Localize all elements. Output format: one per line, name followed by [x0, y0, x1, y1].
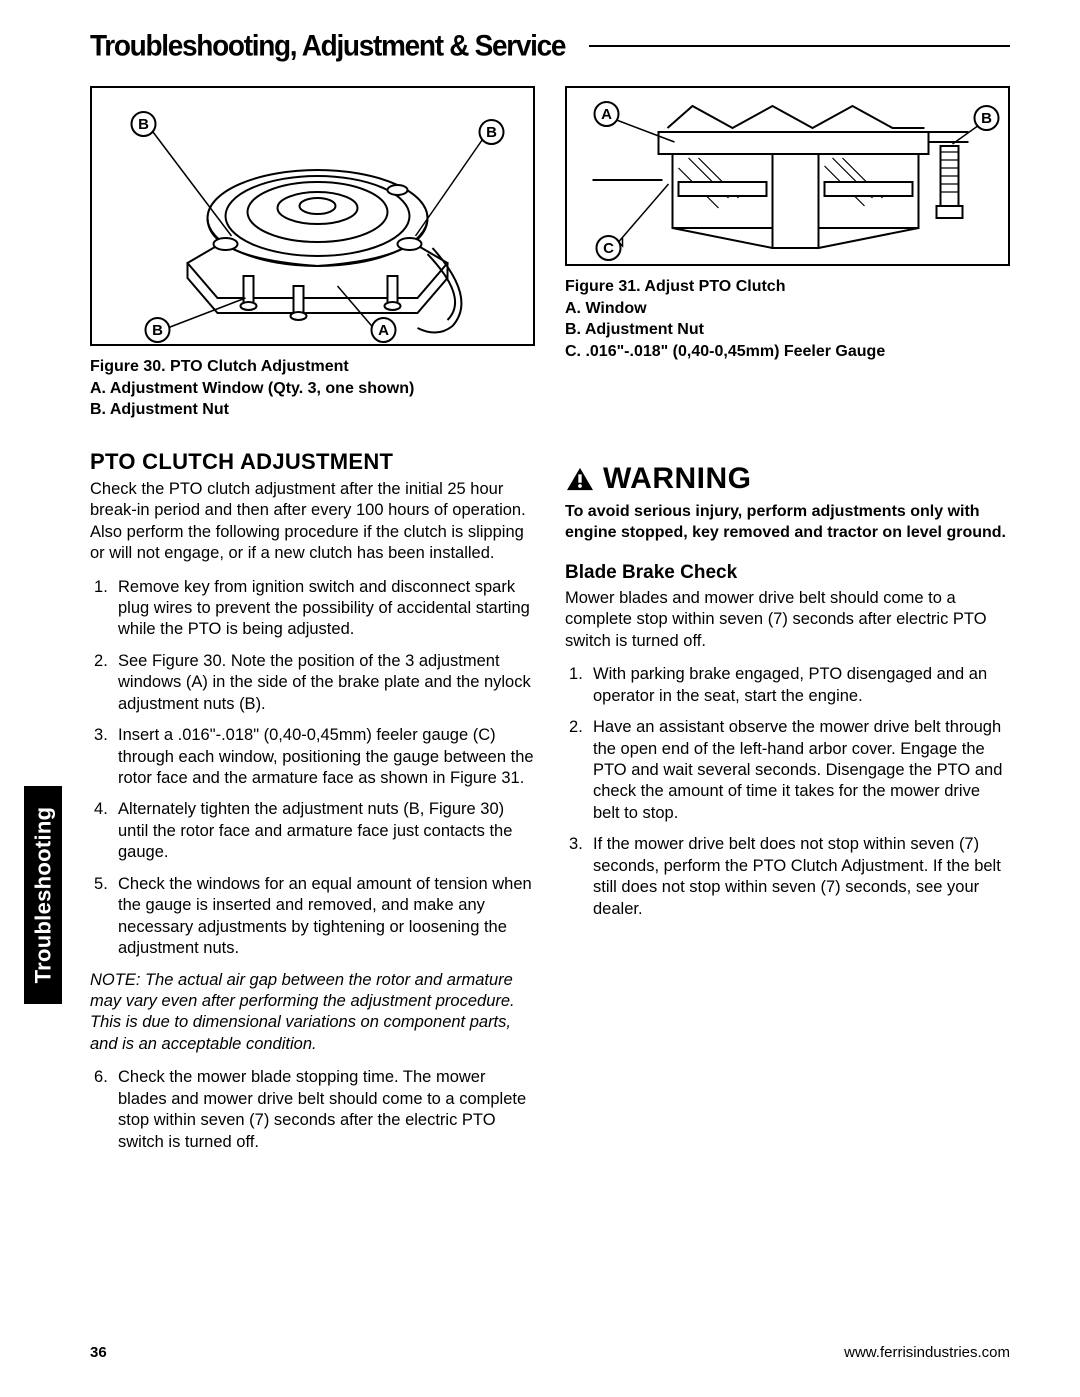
side-tab: Troubleshooting — [24, 786, 62, 1004]
blade-brake-steps: With parking brake engaged, PTO disengag… — [565, 664, 1010, 920]
step-2: See Figure 30. Note the position of the … — [94, 651, 535, 715]
figure-31-box: A B C — [565, 86, 1010, 266]
warning-icon — [565, 466, 595, 492]
two-column-layout: B B B A Figure 30. PTO Clutch Adjustment… — [50, 86, 1010, 1163]
fig30-a: A. Adjustment Window (Qty. 3, one shown) — [90, 378, 535, 400]
svg-text:A: A — [601, 106, 612, 123]
pto-clutch-heading: PTO CLUTCH ADJUSTMENT — [90, 449, 535, 475]
fig30-title: Figure 30. PTO Clutch Adjustment — [90, 356, 535, 378]
figure-30-diagram: B B B A — [92, 88, 533, 344]
figure-30-caption: Figure 30. PTO Clutch Adjustment A. Adju… — [90, 356, 535, 421]
fig31-a: A. Window — [565, 298, 1010, 320]
blade-brake-heading: Blade Brake Check — [565, 562, 1010, 584]
fig31-title: Figure 31. Adjust PTO Clutch — [565, 276, 1010, 298]
page-header: Troubleshooting, Adjustment & Service — [50, 30, 1010, 62]
figure-31-diagram: A B C — [567, 88, 1008, 264]
fig30-b: B. Adjustment Nut — [90, 399, 535, 421]
footer-url: www.ferrisindustries.com — [844, 1344, 1010, 1361]
step-4: Alternately tighten the adjustment nuts … — [94, 799, 535, 863]
fig31-b: B. Adjustment Nut — [565, 319, 1010, 341]
bb-step-3: If the mower drive belt does not stop wi… — [569, 834, 1010, 920]
svg-text:A: A — [378, 322, 389, 339]
step-3: Insert a .016"-.018" (0,40-0,45mm) feele… — [94, 725, 535, 789]
figure-30-box: B B B A — [90, 86, 535, 346]
warning-label: WARNING — [603, 462, 752, 496]
svg-text:B: B — [486, 124, 497, 141]
step-6: Check the mower blade stopping time. The… — [94, 1067, 535, 1153]
header-rule — [589, 45, 1010, 47]
warning-body: To avoid serious injury, perform adjustm… — [565, 502, 1010, 544]
blade-brake-intro: Mower blades and mower drive belt should… — [565, 588, 1010, 652]
pto-steps: Remove key from ignition switch and disc… — [90, 577, 535, 960]
figure-31-caption: Figure 31. Adjust PTO Clutch A. Window B… — [565, 276, 1010, 362]
right-column: A B C Figure 31. Adjust PTO Clutch A. Wi… — [565, 86, 1010, 1163]
bb-step-2: Have an assistant observe the mower driv… — [569, 717, 1010, 824]
svg-text:B: B — [981, 110, 992, 127]
header-title: Troubleshooting, Adjustment & Service — [90, 29, 565, 63]
step-5: Check the windows for an equal amount of… — [94, 874, 535, 960]
left-column: B B B A Figure 30. PTO Clutch Adjustment… — [90, 86, 535, 1163]
step-1: Remove key from ignition switch and disc… — [94, 577, 535, 641]
bb-step-1: With parking brake engaged, PTO disengag… — [569, 664, 1010, 707]
fig31-c: C. .016"-.018" (0,40-0,45mm) Feeler Gaug… — [565, 341, 1010, 363]
pto-steps-cont: Check the mower blade stopping time. The… — [90, 1067, 535, 1153]
svg-text:C: C — [603, 240, 614, 257]
svg-text:B: B — [138, 116, 149, 133]
pto-intro: Check the PTO clutch adjustment after th… — [90, 479, 535, 565]
warning-heading: WARNING — [565, 462, 1010, 496]
pto-note: NOTE: The actual air gap between the rot… — [90, 970, 535, 1056]
page: Troubleshooting, Adjustment & Service — [0, 0, 1080, 1397]
page-number: 36 — [90, 1344, 107, 1361]
svg-text:B: B — [152, 322, 163, 339]
page-footer: 36 www.ferrisindustries.com — [90, 1344, 1010, 1361]
side-tab-label: Troubleshooting — [30, 807, 56, 984]
